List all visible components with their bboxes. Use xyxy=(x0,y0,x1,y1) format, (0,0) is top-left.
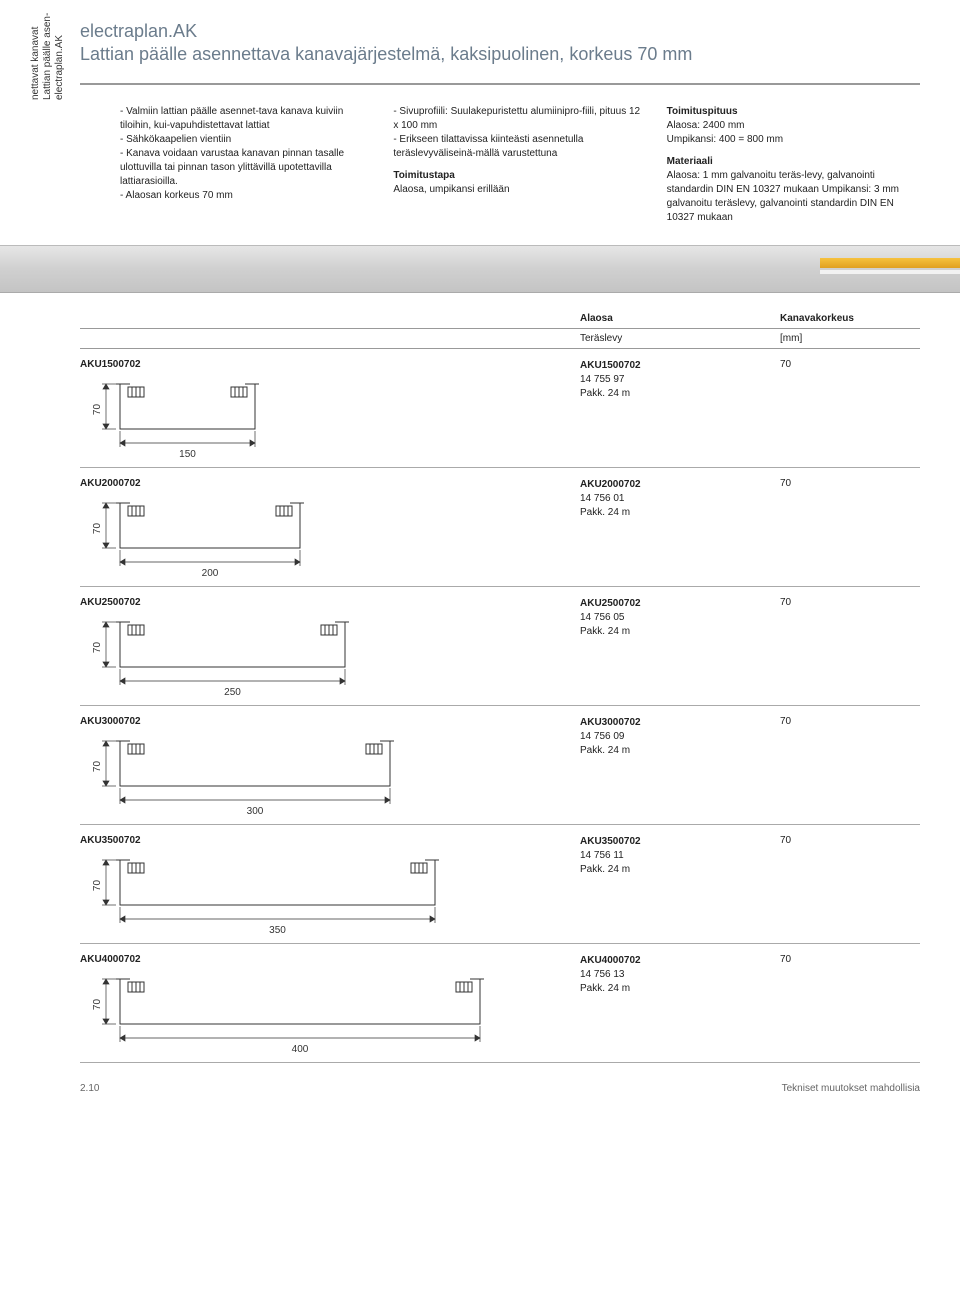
cross-section-diagram: 70 200 xyxy=(80,493,580,578)
svg-text:200: 200 xyxy=(202,568,219,578)
product-name: AKU3000702 xyxy=(80,716,580,727)
table-header: Alaosa Kanavakorkeus xyxy=(80,313,920,329)
intro-col-2: - Sivuprofiili: Suulakepuristettu alumii… xyxy=(393,105,646,225)
article-number: 14 756 09 xyxy=(580,730,780,744)
page-number: 2.10 xyxy=(80,1083,99,1094)
intro-col-1: - Valmiin lattian päälle asennet-tava ka… xyxy=(120,105,373,225)
side-tab: nettavat kanavat Lattian päälle asen- el… xyxy=(30,13,66,100)
pack-size: Pakk. 24 m xyxy=(580,744,780,758)
page-footer: 2.10 Tekniset muutokset mahdollisia xyxy=(80,1083,920,1094)
product-code: AKU2500702 xyxy=(580,597,780,611)
product-code: AKU3000702 xyxy=(580,716,780,730)
table-subheader: Teräslevy [mm] xyxy=(80,333,920,349)
product-row: AKU3500702 70 350 AKU3500702 14 756 11 Pa… xyxy=(80,835,920,944)
product-row: AKU2500702 70 250 AKU2500702 14 756 05 Pa… xyxy=(80,597,920,706)
svg-text:300: 300 xyxy=(247,806,264,816)
pack-size: Pakk. 24 m xyxy=(580,387,780,401)
cross-section-diagram: 70 350 xyxy=(80,850,580,935)
product-render-strip xyxy=(0,245,960,293)
product-name: AKU3500702 xyxy=(80,835,580,846)
pack-size: Pakk. 24 m xyxy=(580,506,780,520)
product-row: AKU4000702 70 400 AKU4000702 14 756 13 Pa… xyxy=(80,954,920,1063)
pack-size: Pakk. 24 m xyxy=(580,625,780,639)
channel-height: 70 xyxy=(780,716,920,816)
svg-text:350: 350 xyxy=(269,925,286,935)
header-line2: Lattian päälle asennettava kanavajärjest… xyxy=(80,44,692,64)
cross-section-diagram: 70 400 xyxy=(80,969,580,1054)
article-number: 14 755 97 xyxy=(580,373,780,387)
product-name: AKU4000702 xyxy=(80,954,580,965)
svg-text:70: 70 xyxy=(92,760,103,772)
article-number: 14 756 11 xyxy=(580,849,780,863)
svg-text:400: 400 xyxy=(292,1044,309,1054)
channel-height: 70 xyxy=(780,954,920,1054)
cross-section-diagram: 70 300 xyxy=(80,731,580,816)
pack-size: Pakk. 24 m xyxy=(580,863,780,877)
product-code: AKU1500702 xyxy=(580,359,780,373)
channel-height: 70 xyxy=(780,359,920,459)
product-name: AKU1500702 xyxy=(80,359,580,370)
product-name: AKU2000702 xyxy=(80,478,580,489)
product-row: AKU3000702 70 300 AKU3000702 14 756 09 Pa… xyxy=(80,716,920,825)
svg-text:70: 70 xyxy=(92,403,103,415)
channel-height: 70 xyxy=(780,597,920,697)
footer-note: Tekniset muutokset mahdollisia xyxy=(782,1083,920,1094)
product-name: AKU2500702 xyxy=(80,597,580,608)
product-code: AKU4000702 xyxy=(580,954,780,968)
channel-height: 70 xyxy=(780,835,920,935)
svg-text:70: 70 xyxy=(92,522,103,534)
product-row: AKU2000702 70 200 AKU2000702 14 756 01 Pa… xyxy=(80,478,920,587)
article-number: 14 756 05 xyxy=(580,611,780,625)
svg-text:70: 70 xyxy=(92,641,103,653)
header-line1: electraplan.AK xyxy=(80,21,197,41)
svg-text:150: 150 xyxy=(179,449,196,459)
channel-height: 70 xyxy=(780,478,920,578)
pack-size: Pakk. 24 m xyxy=(580,982,780,996)
cross-section-diagram: 70 150 xyxy=(80,374,580,459)
product-row: AKU1500702 70 150 AKU1500702 14 755 97 Pa… xyxy=(80,359,920,468)
svg-text:70: 70 xyxy=(92,998,103,1010)
intro-col-3: Toimituspituus Alaosa: 2400 mm Umpikansi… xyxy=(667,105,920,225)
header-rule xyxy=(80,83,920,85)
cross-section-diagram: 70 250 xyxy=(80,612,580,697)
product-code: AKU2000702 xyxy=(580,478,780,492)
svg-text:70: 70 xyxy=(92,879,103,891)
article-number: 14 756 01 xyxy=(580,492,780,506)
svg-text:250: 250 xyxy=(224,687,241,697)
intro-columns: - Valmiin lattian päälle asennet-tava ka… xyxy=(120,105,920,225)
article-number: 14 756 13 xyxy=(580,968,780,982)
product-code: AKU3500702 xyxy=(580,835,780,849)
